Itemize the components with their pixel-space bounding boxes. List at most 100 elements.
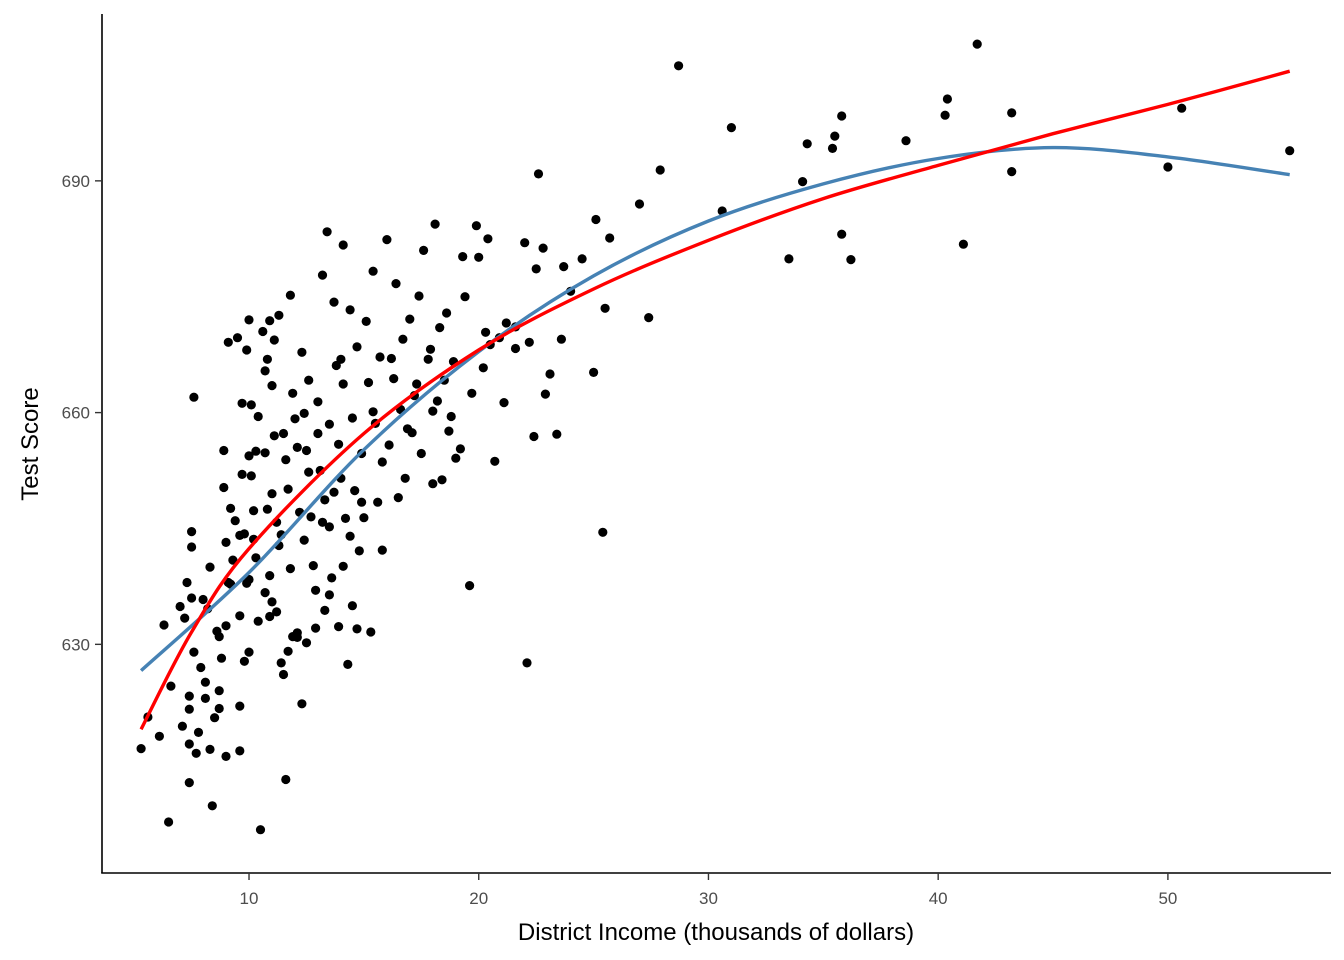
data-point [290, 414, 300, 424]
quadratic-fit-line [139, 145, 1290, 672]
data-point [460, 292, 470, 302]
data-point [258, 326, 268, 337]
data-point [846, 255, 856, 265]
data-point [414, 291, 424, 301]
data-point [221, 537, 231, 548]
data-point [311, 623, 321, 633]
data-point [361, 316, 371, 326]
data-point [244, 451, 254, 461]
data-point [499, 398, 509, 408]
x-tick-label: 10 [240, 889, 259, 908]
data-point [246, 400, 256, 410]
data-point [297, 347, 307, 357]
data-point [338, 561, 348, 571]
data-point [180, 613, 190, 623]
data-point [219, 445, 229, 456]
data-point [556, 334, 567, 344]
data-point [377, 457, 387, 467]
data-point [198, 594, 208, 605]
data-point [228, 555, 238, 565]
y-axis-title: Test Score [17, 387, 44, 500]
data-point [577, 254, 587, 264]
data-point [301, 638, 312, 648]
data-point [313, 397, 323, 407]
data-point [384, 440, 394, 450]
data-point [265, 316, 275, 326]
data-point [210, 713, 220, 723]
data-point [253, 411, 263, 422]
data-point [467, 388, 477, 398]
data-point [260, 366, 270, 376]
data-point [285, 290, 295, 300]
data-point [242, 345, 252, 355]
data-point [490, 456, 500, 466]
data-point [428, 479, 438, 489]
data-point [1007, 167, 1017, 177]
data-point [200, 693, 210, 704]
data-point [458, 252, 468, 262]
data-point [235, 611, 245, 621]
data-point [324, 590, 334, 600]
data-point [398, 334, 408, 344]
data-point [154, 731, 164, 741]
data-point [278, 669, 289, 680]
data-point [375, 352, 385, 362]
data-point [214, 686, 224, 696]
data-point [251, 553, 261, 563]
data-point [798, 177, 808, 187]
data-point [389, 374, 399, 384]
data-point [297, 699, 307, 709]
data-point [267, 489, 277, 499]
data-point [219, 482, 229, 493]
data-point [540, 389, 551, 399]
data-point [246, 471, 256, 481]
data-point [407, 428, 417, 438]
data-point [412, 379, 422, 389]
data-point [522, 658, 532, 668]
data-point [559, 262, 569, 272]
data-point [359, 513, 369, 523]
data-point [545, 369, 555, 379]
data-point [232, 333, 243, 343]
data-point [265, 611, 275, 622]
data-point [301, 445, 312, 456]
data-point [430, 219, 440, 229]
data-point [451, 453, 461, 463]
data-point [292, 442, 302, 452]
data-point [338, 240, 348, 250]
data-point [313, 428, 323, 439]
data-point [276, 658, 286, 668]
data-point [350, 486, 360, 496]
data-point [184, 778, 194, 788]
data-point [239, 656, 249, 666]
data-point [244, 647, 254, 657]
log-fit-line [139, 69, 1291, 731]
data-point [306, 512, 316, 522]
data-point [802, 139, 812, 149]
data-point [589, 367, 599, 377]
data-point [510, 343, 521, 354]
data-point [416, 448, 426, 459]
data-point [1007, 108, 1017, 118]
data-point [329, 487, 339, 497]
data-point [598, 527, 608, 537]
data-point [221, 621, 231, 631]
scatter-points [136, 39, 1295, 835]
data-point [187, 593, 197, 603]
data-point [226, 503, 236, 513]
data-point [435, 323, 445, 333]
data-point [1285, 146, 1295, 156]
data-point [478, 363, 488, 373]
data-point [423, 354, 433, 364]
data-point [191, 748, 201, 758]
data-point [304, 467, 314, 477]
data-point [255, 825, 266, 835]
data-point [400, 473, 410, 483]
data-point [1177, 103, 1187, 113]
data-point [272, 607, 282, 617]
x-tick-label: 30 [699, 889, 718, 908]
data-point [189, 392, 199, 402]
data-point [317, 270, 328, 280]
data-point [363, 377, 374, 388]
